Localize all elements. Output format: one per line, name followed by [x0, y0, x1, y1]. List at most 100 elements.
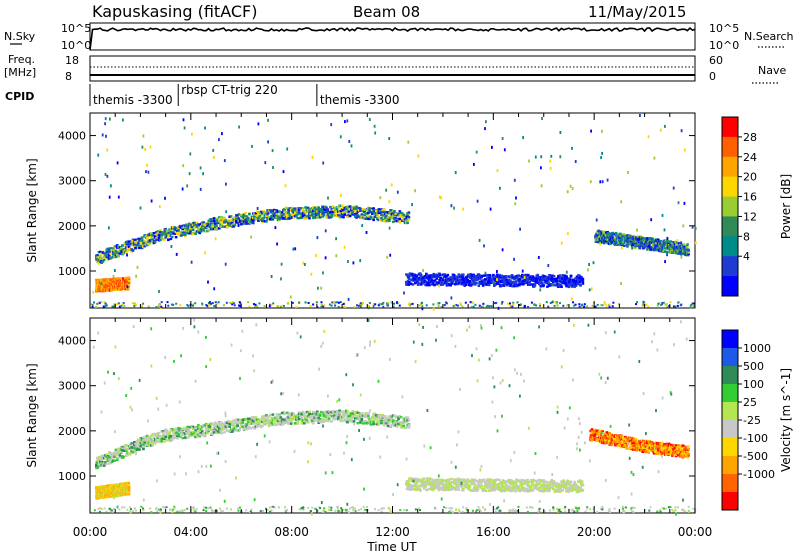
data-cell: [456, 282, 460, 286]
data-cell: [224, 262, 227, 266]
data-cell: [666, 305, 669, 308]
data-cell: [382, 216, 386, 220]
data-cell: [108, 253, 111, 257]
data-cell: [280, 305, 283, 308]
data-cell: [206, 432, 209, 435]
data-cell: [127, 240, 131, 243]
data-cell: [406, 215, 409, 218]
data-cell: [420, 304, 423, 307]
data-cell: [313, 419, 317, 422]
data-cell: [487, 283, 491, 287]
data-cell: [314, 214, 318, 217]
data-cell: [338, 409, 341, 412]
data-cell: [599, 238, 602, 242]
data-cell: [216, 425, 220, 428]
data-cell: [296, 420, 300, 423]
data-cell: [233, 302, 236, 305]
data-cell: [321, 413, 324, 416]
data-cell: [470, 273, 474, 277]
data-cell: [346, 410, 349, 413]
y-axis-label: Slant Range [km]: [25, 158, 39, 262]
data-cell: [522, 136, 524, 140]
data-cell: [503, 281, 506, 284]
data-cell: [346, 421, 349, 424]
data-cell: [170, 245, 173, 248]
data-cell: [219, 430, 222, 433]
freq-tick-bottom: 8: [65, 70, 72, 83]
data-cell: [462, 207, 465, 211]
data-cell: [601, 304, 604, 307]
data-cell: [208, 302, 211, 304]
data-cell: [168, 437, 171, 440]
data-cell: [406, 221, 409, 225]
data-cell: [386, 255, 389, 259]
data-cell: [573, 304, 576, 307]
nsearch-tick-top: 10^5: [709, 22, 739, 35]
data-cell: [434, 274, 438, 277]
data-cell: [293, 214, 297, 218]
data-cell: [636, 301, 639, 304]
data-cell: [238, 426, 242, 430]
data-cell: [382, 301, 385, 304]
data-cell: [526, 273, 530, 277]
data-cell: [211, 223, 214, 226]
data-cell: [143, 245, 146, 248]
data-cell: [486, 276, 489, 279]
data-cell: [312, 410, 315, 414]
data-cell: [118, 248, 122, 252]
y-tick-label: 1000: [58, 265, 86, 278]
data-cell: [509, 304, 512, 307]
data-cell: [510, 276, 514, 280]
data-cell: [259, 212, 263, 216]
data-cell: [368, 210, 371, 214]
data-cell: [653, 246, 657, 249]
data-cell: [304, 301, 307, 304]
data-cell: [405, 282, 409, 285]
data-cell: [300, 422, 303, 425]
data-cell: [219, 424, 222, 427]
data-cell: [490, 280, 494, 283]
data-cell: [407, 218, 411, 222]
data-cell: [190, 260, 193, 264]
data-cell: [539, 303, 542, 305]
data-cell: [220, 221, 224, 224]
data-cell: [117, 195, 120, 199]
data-cell: [129, 445, 132, 448]
data-cell: [398, 221, 402, 224]
data-cell: [468, 282, 472, 285]
data-cell: [549, 302, 552, 304]
data-cell: [287, 422, 290, 425]
data-cell: [535, 304, 538, 307]
data-cell: [202, 228, 205, 231]
data-cell: [186, 432, 190, 435]
nsearch-tick-bottom: 10^0: [709, 39, 739, 52]
nave-tick-bottom: 0: [709, 70, 716, 83]
data-cell: [195, 427, 199, 430]
data-cell: [359, 302, 362, 305]
data-cell: [320, 286, 323, 290]
data-cell: [519, 303, 522, 306]
data-cell: [640, 239, 643, 242]
data-cell: [187, 305, 190, 308]
data-cell: [352, 261, 355, 265]
data-cell: [342, 415, 345, 419]
data-cell: [454, 171, 457, 174]
data-cell: [464, 301, 467, 304]
data-cell: [233, 224, 237, 227]
data-cell: [445, 284, 449, 287]
data-cell: [405, 215, 408, 219]
data-cell: [112, 456, 115, 459]
data-cell: [530, 283, 534, 286]
data-cell: [138, 246, 141, 250]
data-cell: [347, 260, 349, 263]
data-cell: [529, 276, 533, 279]
data-cell: [680, 252, 683, 255]
data-cell: [488, 274, 492, 277]
data-cell: [192, 304, 194, 307]
data-cell: [518, 304, 521, 306]
data-cell: [129, 447, 132, 450]
data-cell: [141, 145, 144, 149]
data-cell: [389, 215, 392, 218]
data-cell: [104, 117, 107, 121]
data-cell: [355, 214, 358, 217]
